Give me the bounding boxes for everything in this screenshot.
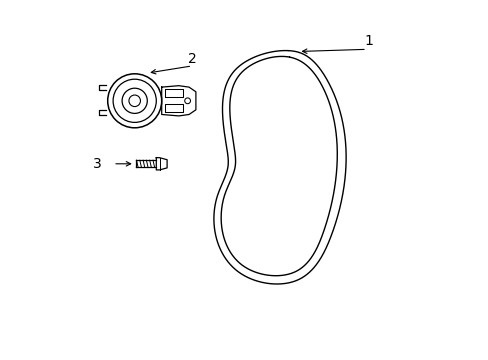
Text: 2: 2 [187,53,196,66]
Text: 1: 1 [364,35,372,48]
Text: 3: 3 [92,157,101,171]
